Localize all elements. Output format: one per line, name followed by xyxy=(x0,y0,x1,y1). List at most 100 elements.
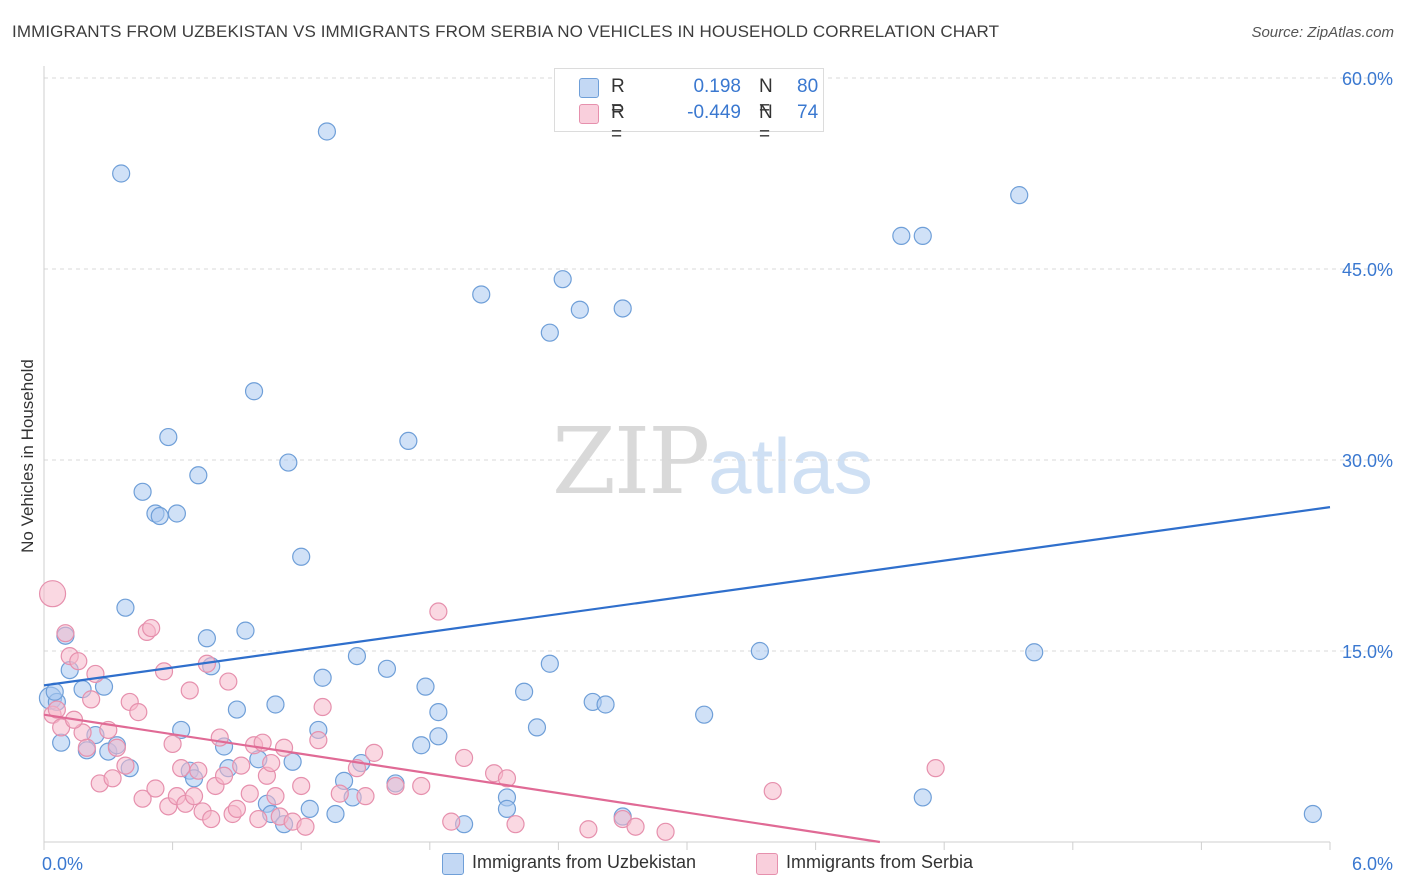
serbia-point-52 xyxy=(313,697,332,717)
bottom-legend-serbia-label: Immigrants from Serbia xyxy=(786,852,974,872)
serbia-point-41 xyxy=(249,809,268,829)
serbia-point-67 xyxy=(626,817,645,836)
uzbekistan-point-59 xyxy=(527,718,547,737)
uzbekistan-point-74 xyxy=(1025,643,1044,662)
serbia-point-44 xyxy=(262,753,281,773)
serbia-point-12 xyxy=(107,738,126,757)
serbia-point-24 xyxy=(172,759,191,778)
uzbekistan-point-28 xyxy=(236,621,255,640)
serbia-point-56 xyxy=(364,743,384,762)
uzbekistan-point-72 xyxy=(913,788,932,807)
uzbekistan-point-13 xyxy=(116,598,135,617)
uzbekistan-point-60 xyxy=(540,654,559,673)
uzbekistan-point-62 xyxy=(553,270,572,289)
uzbekistan-n-value: 80 xyxy=(797,76,819,97)
bottom-legend-serbia-swatch xyxy=(756,853,778,875)
uzbekistan-point-40 xyxy=(313,668,332,687)
serbia-point-68 xyxy=(656,822,675,841)
serbia-point-61 xyxy=(454,748,474,768)
chart-title: IMMIGRANTS FROM UZBEKISTAN VS IMMIGRANTS… xyxy=(12,22,1000,41)
y-tick-label-2: 45.0% xyxy=(1342,260,1393,280)
uzbekistan-point-37 xyxy=(292,547,311,566)
uzbekistan-point-17 xyxy=(159,427,178,447)
bottom-legend-uzbekistan-label: Immigrants from Uzbekistan xyxy=(472,852,697,872)
serbia-r-label: R = xyxy=(611,102,625,145)
serbia-point-15 xyxy=(129,703,148,722)
serbia-point-19 xyxy=(146,779,165,798)
serbia-point-11 xyxy=(103,769,122,788)
uzbekistan-trend-line xyxy=(43,506,1331,687)
serbia-swatch xyxy=(579,104,599,124)
uzbekistan-point-63 xyxy=(570,300,589,319)
uzbekistan-point-70 xyxy=(892,226,911,245)
serbia-point-7 xyxy=(82,690,101,709)
uzbekistan-point-76 xyxy=(112,164,131,183)
serbia-point-55 xyxy=(356,787,375,806)
uzbekistan-point-47 xyxy=(377,659,397,678)
uzbekistan-point-42 xyxy=(326,804,345,824)
serbia-point-18 xyxy=(142,618,161,638)
y-tick-label-1: 30.0% xyxy=(1342,451,1393,471)
serbia-point-70 xyxy=(926,759,945,778)
serbia-point-71 xyxy=(77,738,96,757)
serbia-point-59 xyxy=(429,602,448,621)
x-tick-label-1: 6.0% xyxy=(1352,854,1393,874)
serbia-point-47 xyxy=(274,738,294,757)
serbia-n-label: N = xyxy=(759,102,773,145)
serbia-point-45 xyxy=(266,787,285,806)
serbia-point-35 xyxy=(219,672,238,691)
serbia-point-73 xyxy=(47,700,66,719)
uzbekistan-point-23 xyxy=(197,629,216,648)
watermark-atlas: atlas xyxy=(708,422,873,510)
uzbekistan-point-41 xyxy=(317,122,337,141)
watermark-zip: ZIP xyxy=(552,408,710,515)
serbia-point-37 xyxy=(227,799,246,818)
uzbekistan-point-73 xyxy=(1010,186,1029,205)
serbia-point-65 xyxy=(579,820,598,839)
serbia-point-58 xyxy=(412,776,431,796)
uzbekistan-point-38 xyxy=(300,799,319,818)
uzbekistan-point-45 xyxy=(347,646,367,666)
serbia-point-51 xyxy=(309,731,328,750)
serbia-point-0 xyxy=(38,580,67,608)
serbia-n-value: 74 xyxy=(797,102,819,123)
serbia-point-69 xyxy=(763,781,782,801)
watermark: ZIPatlas xyxy=(552,408,873,515)
y-tick-label-0: 15.0% xyxy=(1342,642,1393,662)
uzbekistan-point-51 xyxy=(416,677,435,696)
uzbekistan-point-71 xyxy=(913,226,932,245)
uzbekistan-point-49 xyxy=(399,431,418,450)
uzbekistan-point-35 xyxy=(279,453,298,472)
uzbekistan-point-52 xyxy=(429,727,448,746)
uzbekistan-point-57 xyxy=(497,799,517,818)
serbia-point-33 xyxy=(210,728,229,747)
serbia-point-5 xyxy=(69,652,88,671)
bottom-legend-uzbekistan-swatch xyxy=(442,853,464,875)
serbia-point-38 xyxy=(232,756,251,775)
uzbekistan-point-16 xyxy=(150,506,169,526)
uzbekistan-point-75 xyxy=(1303,804,1322,824)
y-tick-label-3: 60.0% xyxy=(1342,69,1393,89)
serbia-point-64 xyxy=(506,815,525,834)
uzbekistan-point-55 xyxy=(472,285,491,304)
uzbekistan-swatch xyxy=(579,78,599,98)
serbia-point-63 xyxy=(497,769,517,788)
uzbekistan-point-14 xyxy=(133,482,152,501)
uzbekistan-n-label: N = xyxy=(759,76,773,119)
correlation-legend: R = 0.198 N = 80 R = -0.449 N = 74 xyxy=(554,68,824,145)
uzbekistan-point-61 xyxy=(540,323,559,342)
serbia-point-27 xyxy=(184,787,204,806)
uzbekistan-point-29 xyxy=(244,382,264,401)
serbia-point-50 xyxy=(296,817,315,836)
serbia-point-39 xyxy=(240,784,259,803)
uzbekistan-point-50 xyxy=(412,736,431,755)
serbia-point-57 xyxy=(386,776,405,796)
chart-source: Source: ZipAtlas.com xyxy=(1251,24,1394,41)
uzbekistan-point-22 xyxy=(189,466,208,485)
serbia-point-53 xyxy=(330,784,349,803)
serbia-point-34 xyxy=(214,766,234,785)
uzbekistan-point-27 xyxy=(227,700,246,719)
uzbekistan-point-3 xyxy=(52,733,71,752)
serbia-point-28 xyxy=(189,761,208,780)
